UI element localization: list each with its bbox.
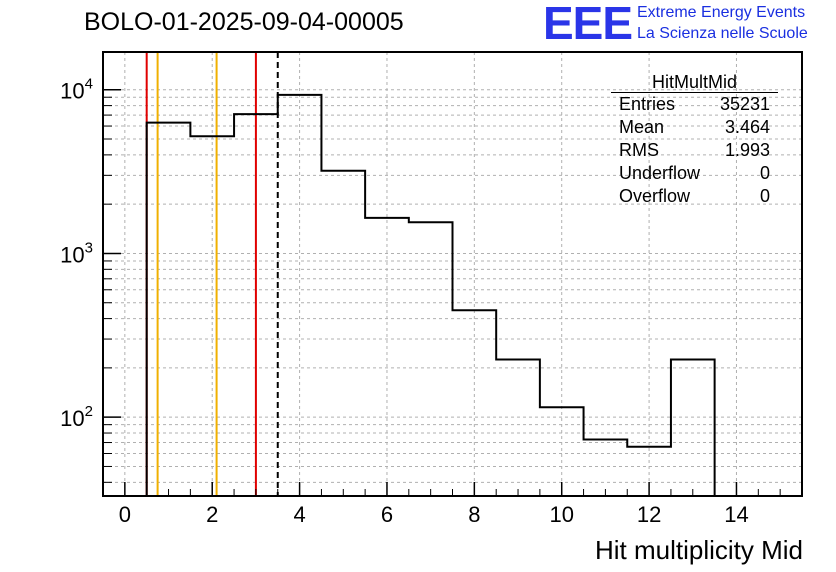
histogram-bin — [190, 136, 234, 496]
stats-row-overflow: Overflow 0 — [611, 185, 778, 208]
logo-line-2: La Scienza nelle Scuole — [637, 25, 808, 42]
grid-lines — [103, 52, 802, 496]
stats-divider — [611, 92, 778, 93]
stats-row-rms: RMS 1.993 — [611, 139, 778, 162]
histogram-bin — [147, 123, 191, 496]
stats-label: Mean — [619, 117, 665, 137]
histogram-bin — [409, 222, 453, 496]
stats-label: RMS — [619, 140, 659, 160]
x-axis-label: Hit multiplicity Mid — [594, 535, 803, 565]
x-tick-label: 4 — [293, 502, 305, 527]
y-tick-label: 103 — [60, 239, 93, 267]
x-tick-label: 12 — [637, 502, 661, 527]
stats-value: 1.993 — [724, 140, 770, 160]
histogram-bin — [496, 360, 540, 496]
x-axis: 0 2 4 6 8 10 12 14 — [102, 482, 803, 527]
stats-row-underflow: Underflow 0 — [611, 162, 778, 185]
stats-title: HitMultMid — [651, 72, 737, 92]
stats-value: 0 — [759, 163, 770, 183]
histogram-series — [145, 93, 716, 496]
stats-box: HitMultMid Entries 35231 Mean 3.464 RMS … — [611, 72, 778, 208]
histogram-bin — [234, 114, 278, 496]
y-tick-label: 104 — [60, 76, 93, 104]
stats-label: Underflow — [619, 163, 701, 183]
y-axis: 102 103 104 — [60, 76, 121, 483]
histogram-bin — [584, 440, 628, 496]
histogram-bin — [321, 171, 365, 496]
histogram-bin — [453, 310, 497, 496]
histogram-bin — [278, 95, 322, 496]
stats-row-entries: Entries 35231 — [611, 93, 778, 116]
x-tick-label: 6 — [381, 502, 393, 527]
stats-value: 3.464 — [724, 117, 770, 137]
x-tick-label: 10 — [549, 502, 573, 527]
histogram-bin — [365, 218, 409, 496]
x-tick-label: 14 — [724, 502, 748, 527]
stats-row-mean: Mean 3.464 — [611, 116, 778, 139]
chart-title: BOLO-01-2025-09-04-00005 — [84, 8, 404, 36]
histogram-bin — [671, 360, 715, 496]
logo-line-1: Extreme Energy Events — [637, 4, 806, 21]
eee-logo: EEE — [543, 0, 633, 49]
x-tick-label: 0 — [119, 502, 131, 527]
stats-label: Overflow — [619, 186, 691, 206]
x-tick-label: 2 — [206, 502, 218, 527]
stats-label: Entries — [619, 94, 676, 114]
x-tick-label: 8 — [468, 502, 480, 527]
histogram-outline — [145, 93, 716, 496]
stats-value: 35231 — [719, 94, 770, 114]
stats-value: 0 — [759, 186, 770, 206]
y-tick-label: 102 — [60, 403, 93, 431]
